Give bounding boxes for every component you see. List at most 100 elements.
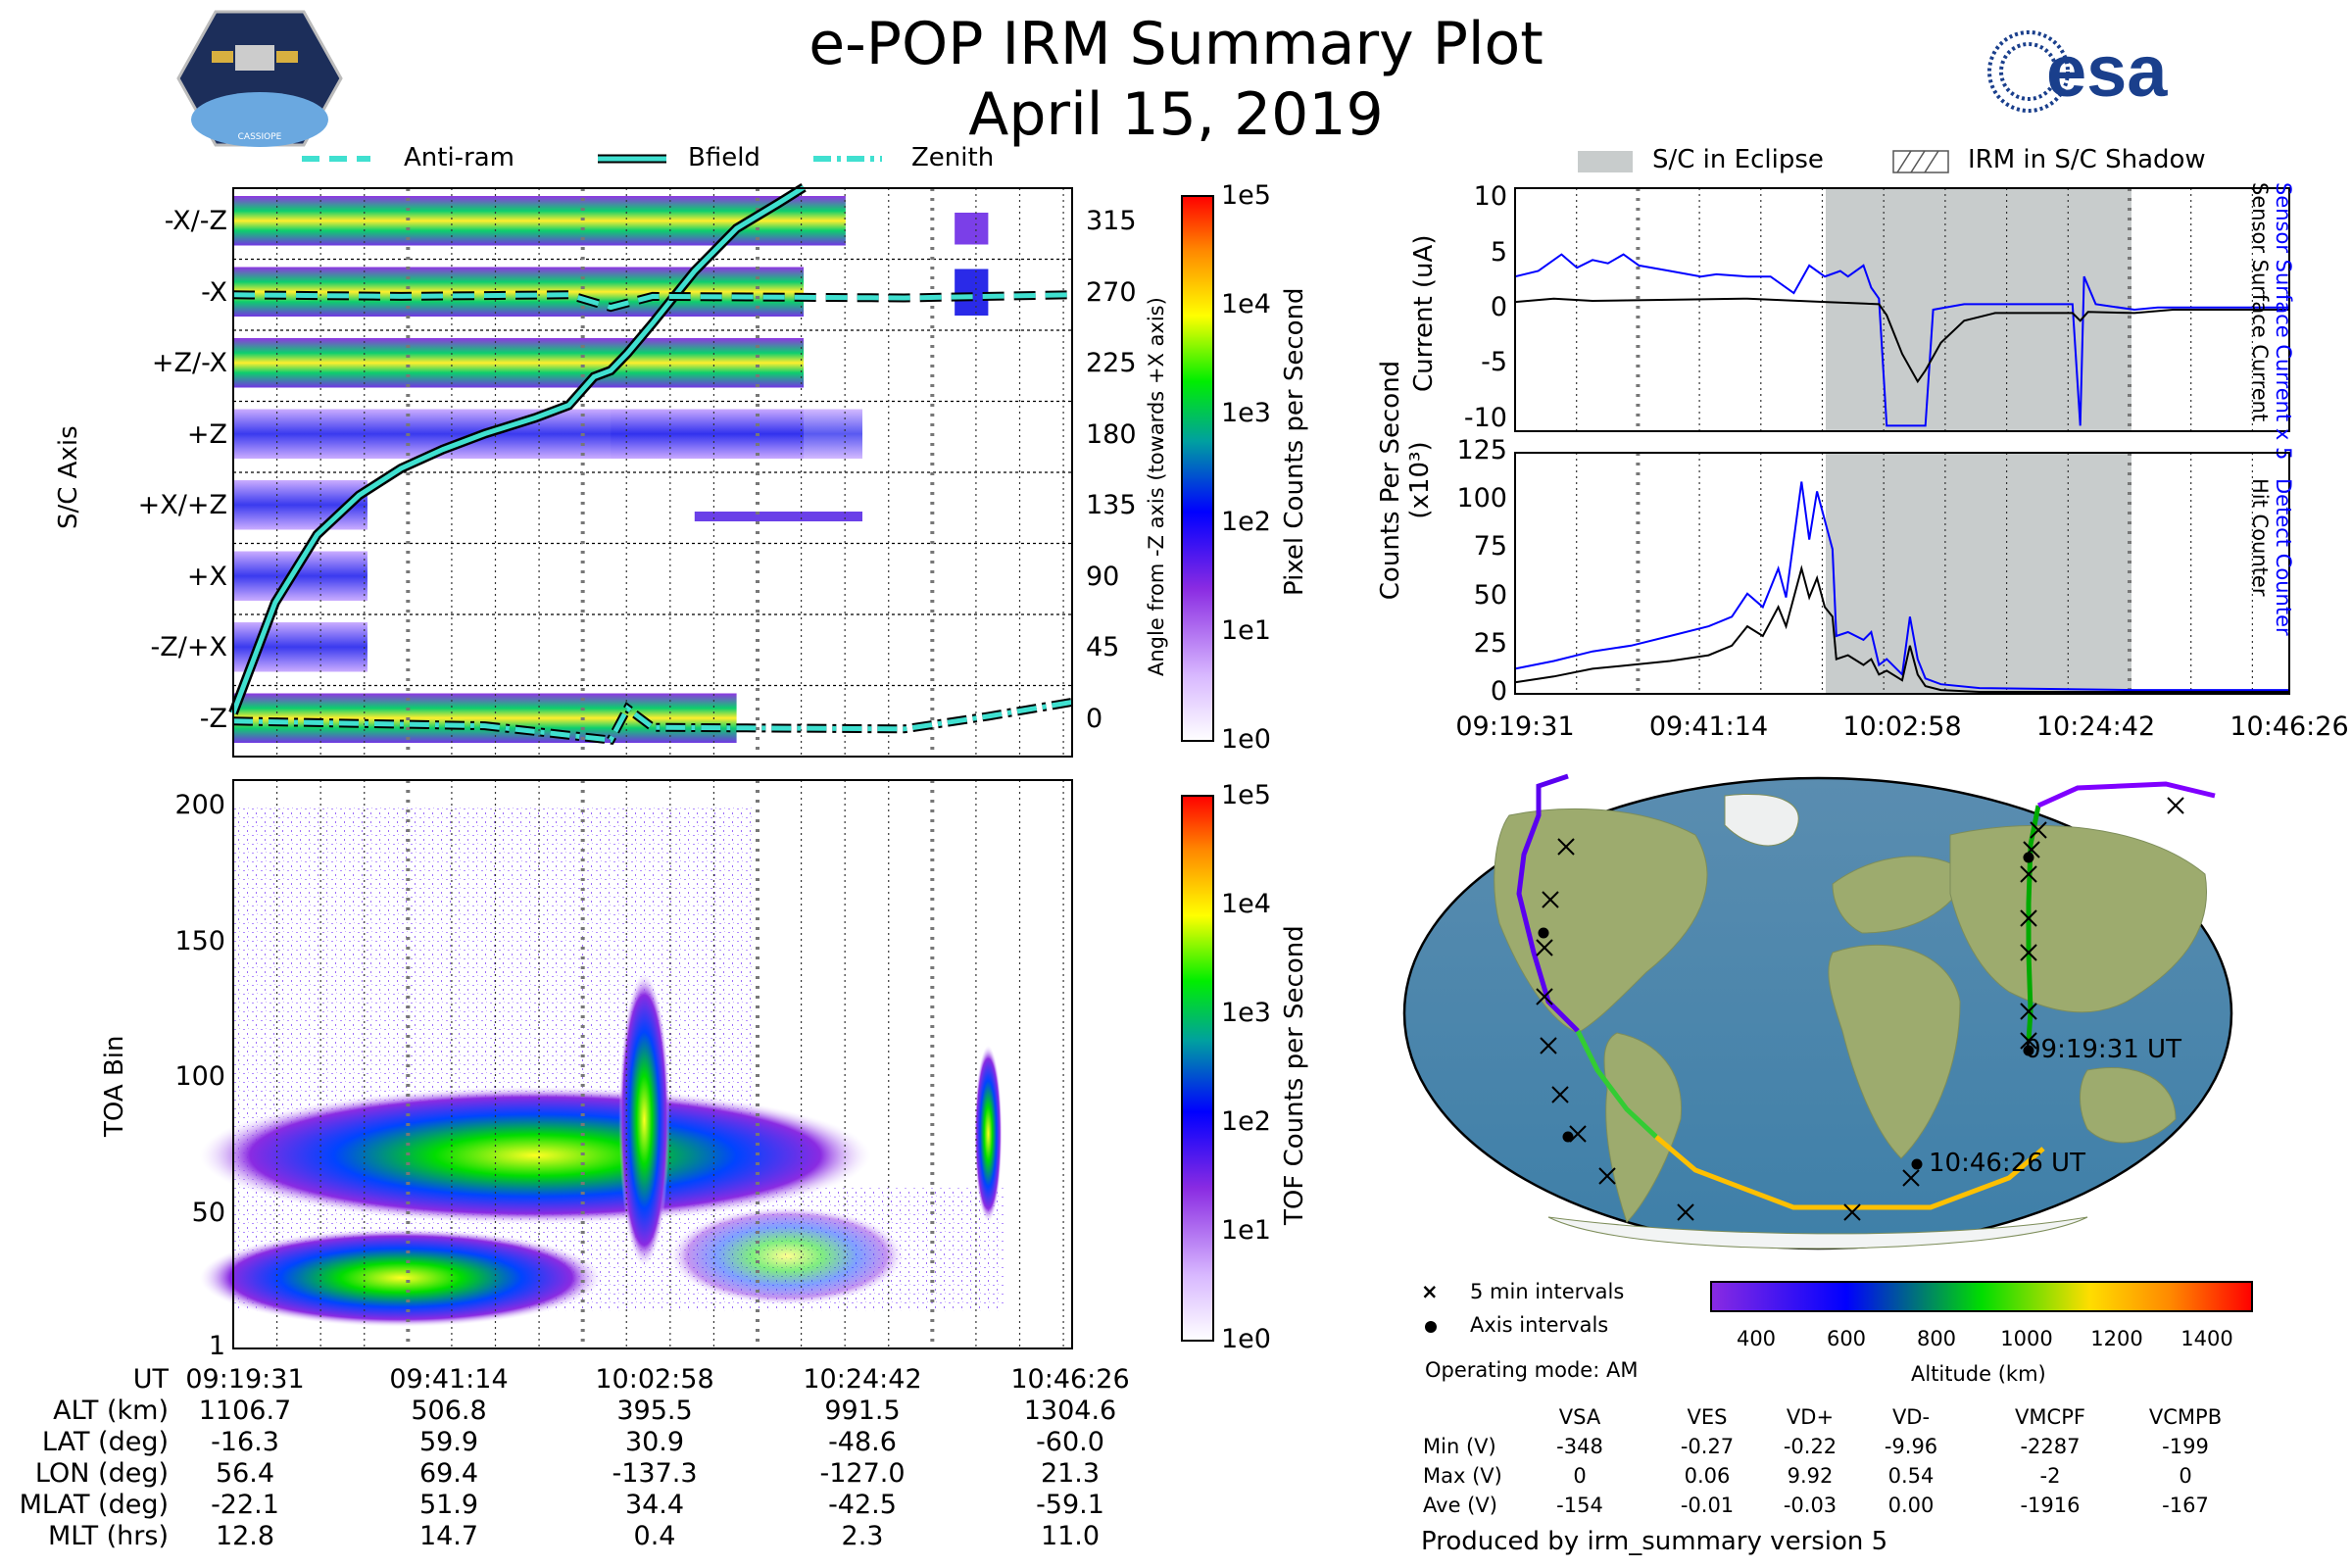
table-cell: 991.5	[824, 1396, 901, 1426]
asia	[1949, 824, 2207, 1013]
colorbar-tick: 1e3	[1221, 998, 1271, 1028]
table-cell: -137.3	[612, 1458, 698, 1489]
current-right-label-blue: Sensor Surface Current x 5	[2272, 182, 2295, 461]
voltage-cell: 0.54	[1887, 1464, 1935, 1488]
esa-logo-text: esa	[2046, 30, 2168, 112]
footer: Produced by irm_summary version 5	[1421, 1527, 1888, 1556]
voltage-header: VES	[1687, 1405, 1728, 1429]
toa-spike	[618, 972, 670, 1267]
current-tick: 5	[1490, 236, 1507, 268]
voltage-cell: -348	[1556, 1435, 1603, 1458]
sc-axis-ylabel: S/C Axis	[54, 425, 83, 529]
five-min-cross	[2167, 797, 2184, 814]
sc-axis-tick: -Z/+X	[150, 632, 227, 663]
bfield-line	[230, 185, 806, 714]
ground-track-map	[1402, 773, 2233, 1250]
table-cell: 21.3	[1040, 1458, 1101, 1489]
voltage-row-label: Max (V)	[1423, 1464, 1502, 1488]
north-america	[1494, 808, 1708, 1034]
table-row-label: UT	[132, 1364, 169, 1395]
eclipse-legend: S/C in Eclipse IRM in S/C Shadow	[1578, 143, 2264, 182]
sc-axis-y2label: Angle from -Z axis (towards +X axis)	[1145, 297, 1168, 676]
current-tick: 10	[1473, 181, 1507, 213]
counts-tick: 125	[1456, 435, 1507, 466]
sc-axis-tick: -X/-Z	[164, 206, 227, 237]
table-cell: 10:46:26	[1010, 1364, 1130, 1395]
toa-band	[669, 1206, 905, 1305]
legend-antiram: Anti-ram	[404, 143, 515, 172]
counts-tick: 100	[1456, 483, 1507, 514]
colorbar-tick: 1e2	[1221, 507, 1271, 537]
toa-band	[974, 1045, 1003, 1222]
altitude-tick: 800	[1916, 1327, 1957, 1350]
table-row-label: MLT (hrs)	[47, 1521, 169, 1551]
legend-bfield: Bfield	[688, 143, 760, 172]
voltage-header: VMCPF	[2015, 1405, 2085, 1429]
voltage-header: VD-	[1891, 1405, 1931, 1429]
table-cell: 14.7	[418, 1521, 479, 1551]
page-title: e-POP IRM Summary Plot	[808, 10, 1544, 78]
voltage-header: VSA	[1558, 1405, 1601, 1429]
sc-angle-tick: 180	[1086, 418, 1137, 450]
sc-band	[233, 338, 805, 388]
counts-x-tick: 09:41:14	[1648, 711, 1769, 742]
sc-band	[611, 409, 862, 459]
table-cell: -60.0	[1036, 1427, 1104, 1457]
page-date: April 15, 2019	[968, 80, 1384, 149]
antarctica	[1547, 1216, 2088, 1250]
ground-track-segment	[2026, 805, 2041, 1042]
toa-tick: 200	[174, 789, 225, 820]
voltage-cell: 0	[2179, 1464, 2192, 1488]
table-cell: -42.5	[828, 1490, 897, 1520]
ground-track-segment	[1516, 773, 1580, 1033]
current-series-line	[1514, 297, 2289, 384]
current-tick: -10	[1463, 402, 1507, 433]
table-row-label: LAT (deg)	[41, 1427, 169, 1457]
table-cell: 51.9	[418, 1490, 479, 1520]
legend-shadow: IRM in S/C Shadow	[1968, 145, 2206, 174]
sc-band	[694, 512, 862, 521]
table-row-label: LON (deg)	[34, 1458, 169, 1489]
sc-axis-tick: -Z	[199, 703, 227, 734]
counts-x-tick: 10:02:58	[1842, 711, 1962, 742]
five-min-cross	[1598, 1167, 1616, 1185]
table-cell: 11.0	[1040, 1521, 1101, 1551]
five-min-cross	[2020, 944, 2037, 961]
current-right-label-black: Sensor Surface Current	[2248, 182, 2272, 422]
colorbar-tick: 1e5	[1221, 780, 1271, 810]
table-cell: 59.9	[418, 1427, 479, 1457]
table-cell: 09:41:14	[389, 1364, 509, 1395]
altitude-tick: 600	[1826, 1327, 1867, 1350]
table-cell: 09:19:31	[185, 1364, 305, 1395]
sc-angle-tick: 225	[1086, 348, 1137, 379]
operating-mode: Operating mode: AM	[1425, 1358, 1639, 1382]
colorbar-tick: 1e1	[1221, 1215, 1271, 1246]
five-min-cross	[1551, 1086, 1569, 1103]
voltage-cell: 0.06	[1684, 1464, 1731, 1488]
pixel-colorbar	[1181, 195, 1214, 742]
top-legend: Anti-ram Bfield Zenith	[294, 139, 1078, 178]
counts-tick: 0	[1490, 676, 1507, 707]
table-cell: 0.4	[633, 1521, 676, 1551]
pixel-colorbar-label: Pixel Counts per Second	[1280, 287, 1309, 596]
sc-band	[233, 693, 737, 743]
counts-ylabel: Counts Per Second (x10³)	[1376, 353, 1435, 608]
counts-tick: 25	[1473, 627, 1507, 659]
colorbar-tick: 1e0	[1221, 1324, 1271, 1354]
counts-series-line	[1514, 564, 2289, 693]
altitude-tick: 400	[1736, 1327, 1777, 1350]
current-tick: 0	[1490, 292, 1507, 322]
five-min-cross	[1540, 1037, 1557, 1054]
axis-interval-dot	[1911, 1158, 1923, 1170]
table-cell: -59.1	[1036, 1490, 1104, 1520]
table-cell: 56.4	[215, 1458, 275, 1489]
legend-eclipse: S/C in Eclipse	[1652, 145, 1824, 174]
counts-ylabel-text: Counts Per Second (x10³)	[1376, 360, 1435, 601]
greenland	[1724, 793, 1799, 847]
five-min-cross	[2020, 909, 2037, 927]
sc-band	[955, 213, 989, 245]
colorbar-tick: 1e4	[1221, 289, 1271, 319]
ground-track-segment	[1654, 1135, 2045, 1210]
counts-tick: 75	[1473, 531, 1507, 563]
dot-legend-label: Axis intervals	[1470, 1313, 1609, 1337]
